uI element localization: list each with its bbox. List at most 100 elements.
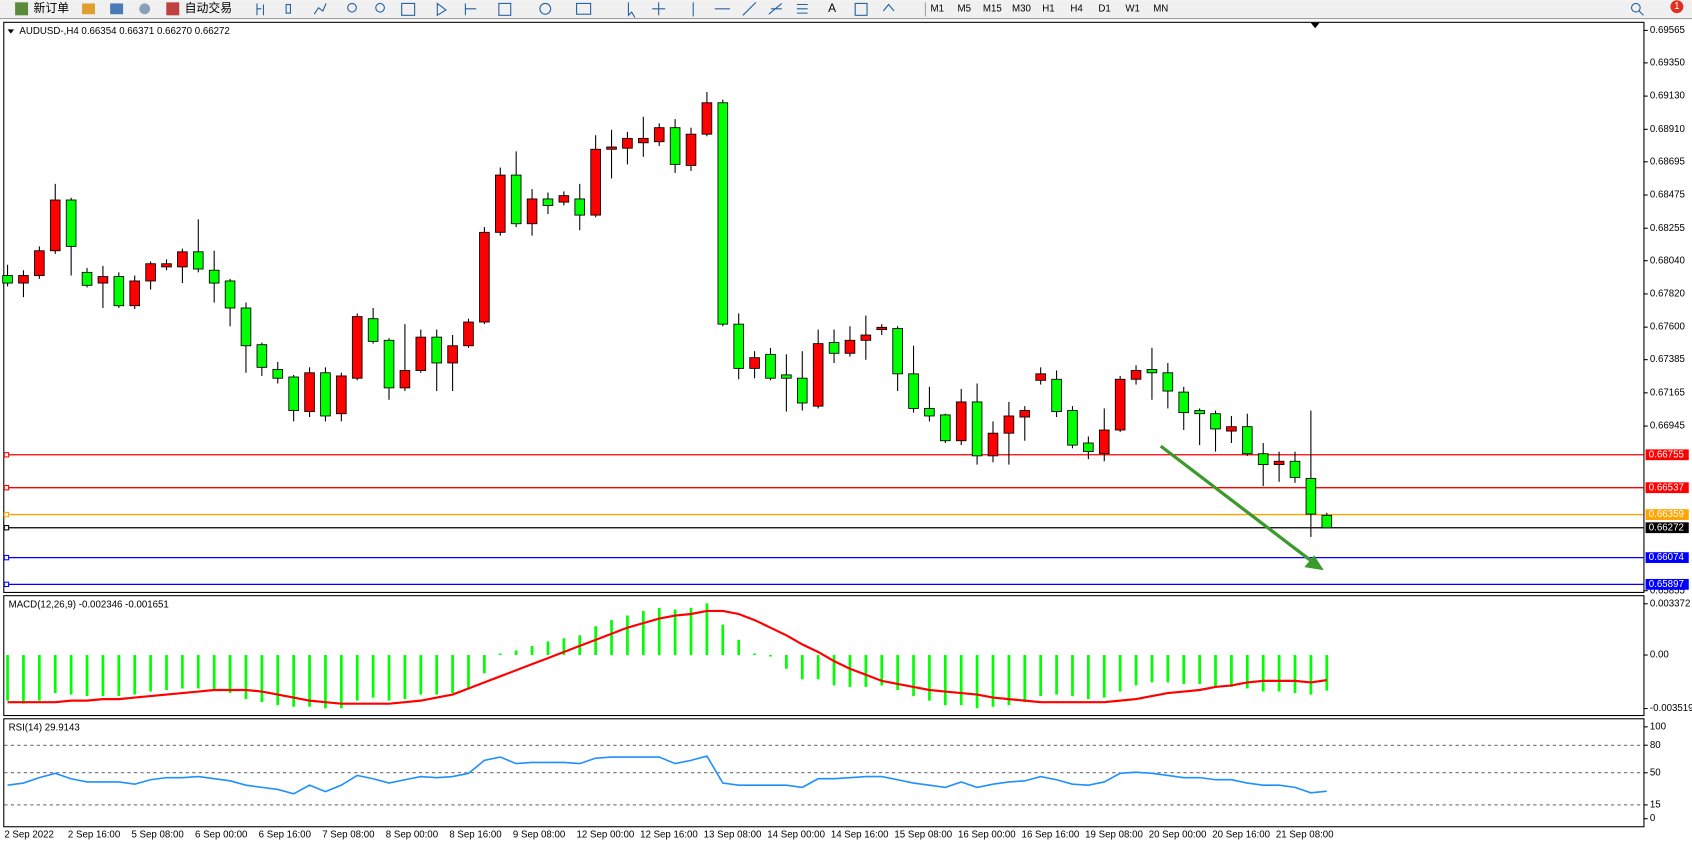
candle-body <box>510 174 522 225</box>
auto-trading-button[interactable]: 自动交易 <box>185 1 232 15</box>
candle-body <box>256 344 268 368</box>
candle-body <box>1114 378 1126 431</box>
arrows-icon[interactable] <box>882 3 895 12</box>
text-tool[interactable]: A <box>828 1 836 15</box>
price-line-handle <box>3 452 10 458</box>
price-label: 0.66537 <box>1649 482 1684 493</box>
crosshair-icon[interactable] <box>652 2 666 16</box>
panel-title: AUDUSD-,H4 0.66354 0.66371 0.66270 0.662… <box>19 26 229 37</box>
price-line-handle <box>3 511 10 518</box>
x-tick-label: 19 Sep 08:00 <box>1085 829 1143 840</box>
candle-body <box>336 375 347 415</box>
price-label-bg <box>1645 482 1689 494</box>
shift-icon[interactable] <box>464 3 477 16</box>
timeframe-button[interactable]: D1 <box>1098 3 1110 14</box>
timeframe-button[interactable]: H1 <box>1042 3 1054 14</box>
timeframe-button[interactable]: M15 <box>983 3 1002 14</box>
y-tick-label: 0.67820 <box>1650 289 1686 300</box>
candle-body <box>129 280 141 307</box>
candle-body <box>81 271 93 286</box>
timeframe-button[interactable]: H4 <box>1070 3 1083 14</box>
candle-body <box>113 276 125 307</box>
candle-body <box>1146 369 1158 374</box>
bar-chart-icon[interactable] <box>256 3 265 16</box>
timeframe-button[interactable]: M5 <box>957 3 970 14</box>
x-tick-label: 6 Sep 16:00 <box>259 829 312 840</box>
y-tick-label: 0.68255 <box>1650 223 1685 234</box>
y-tick-label: 0.67165 <box>1650 387 1685 398</box>
candle-body <box>638 137 649 144</box>
candle-body <box>1194 410 1205 415</box>
candle-body <box>161 263 172 268</box>
trendline-icon[interactable] <box>742 1 757 16</box>
auto-trading-icon[interactable] <box>166 2 180 16</box>
tool-icons[interactable] <box>256 1 895 18</box>
price-label: 0.65897 <box>1649 579 1684 590</box>
tool-icon[interactable] <box>139 3 151 15</box>
price-label-bg <box>1645 552 1689 564</box>
line-chart-icon[interactable] <box>313 3 327 15</box>
candle-body <box>18 275 29 284</box>
fibo-icon[interactable] <box>796 3 808 14</box>
candle-body <box>1178 391 1190 414</box>
x-tick-label: 2 Sep 16:00 <box>68 829 121 840</box>
candle-body <box>876 326 888 331</box>
new-order-icon[interactable] <box>15 2 29 16</box>
templates-icon[interactable] <box>576 2 592 15</box>
candle-body <box>431 336 442 364</box>
channel-icon[interactable] <box>768 3 783 15</box>
x-tick-label: 6 Sep 00:00 <box>195 829 248 840</box>
price-line-handle <box>3 581 10 588</box>
candle-body <box>1083 442 1094 453</box>
candle-body <box>1067 410 1078 446</box>
new-order-button[interactable]: 新订单 <box>33 1 69 15</box>
cursor-icon[interactable] <box>627 2 636 18</box>
x-tick-label: 14 Sep 00:00 <box>767 829 825 840</box>
candle-icon[interactable] <box>285 3 291 14</box>
y-tick-label: 15 <box>1650 799 1661 810</box>
tool-icon[interactable] <box>110 3 124 15</box>
candle-body <box>749 357 760 369</box>
y-tick-label: 0.003372 <box>1650 598 1690 609</box>
candle-body <box>1210 413 1221 430</box>
tile-icon[interactable] <box>401 2 416 16</box>
zoom-in-icon[interactable] <box>347 2 357 13</box>
timeframe-button[interactable]: W1 <box>1125 3 1140 14</box>
candle-body <box>733 323 744 369</box>
x-tick-label: 20 Sep 00:00 <box>1149 829 1207 840</box>
candle-body <box>701 102 713 135</box>
y-tick-label: 0.00 <box>1650 650 1669 661</box>
candle-body <box>796 377 808 404</box>
label-icon[interactable] <box>854 2 868 16</box>
candle-body <box>955 401 967 442</box>
x-tick-label: 21 Sep 08:00 <box>1276 829 1334 840</box>
candle-body <box>987 432 999 457</box>
autoscroll-icon[interactable] <box>436 2 447 17</box>
candle-body <box>304 372 315 413</box>
candle-body <box>272 369 284 379</box>
timeframe-button[interactable]: M30 <box>1012 3 1031 14</box>
notification-badge[interactable] <box>1670 0 1684 14</box>
candle-body <box>208 269 220 284</box>
candle-body <box>494 174 506 233</box>
candle-body <box>383 339 395 389</box>
search-icon[interactable] <box>1638 10 1644 16</box>
periods-icon[interactable] <box>539 2 552 15</box>
candle-body <box>606 146 617 150</box>
candle-body <box>892 328 903 375</box>
tool-icon[interactable] <box>82 3 96 15</box>
y-tick-label: 80 <box>1650 740 1661 751</box>
price-line-handle <box>3 525 10 531</box>
y-tick-label: 0.68695 <box>1650 156 1685 167</box>
zoom-out-icon[interactable] <box>375 2 385 13</box>
search-icon[interactable] <box>1630 2 1641 13</box>
candle-body <box>1162 372 1174 392</box>
timeframe-button[interactable]: M1 <box>930 3 943 14</box>
timeframe-button[interactable]: MN <box>1153 3 1168 14</box>
indicators-icon[interactable] <box>498 2 512 16</box>
candle-body <box>622 137 633 149</box>
candle-body <box>558 195 570 203</box>
macd-signal-line <box>7 609 1327 705</box>
y-tick-label: 0.69565 <box>1650 25 1685 36</box>
